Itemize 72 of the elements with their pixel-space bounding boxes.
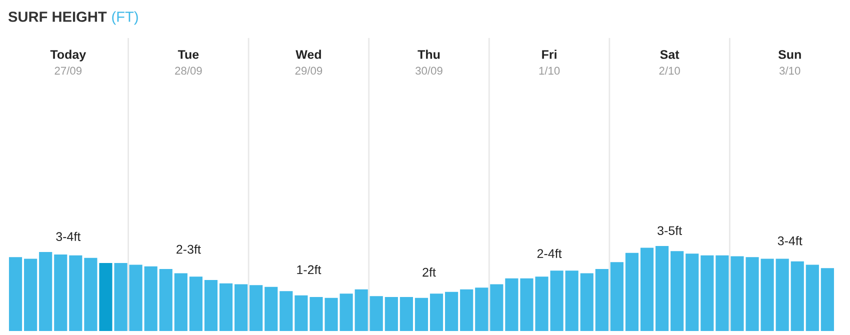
text: Sat xyxy=(660,50,680,59)
bar xyxy=(414,298,428,331)
bar xyxy=(39,252,52,331)
text: 3-5ft xyxy=(658,226,682,236)
text: Thu xyxy=(418,50,440,59)
bar xyxy=(550,270,564,331)
bar xyxy=(54,254,68,331)
text: Today xyxy=(50,50,86,62)
text: 29/09 xyxy=(295,66,322,75)
bar xyxy=(114,263,128,331)
bar xyxy=(189,276,202,331)
bar xyxy=(354,289,368,331)
bar xyxy=(99,263,112,331)
text: 1/10 xyxy=(539,66,560,75)
bar xyxy=(625,252,639,331)
bar xyxy=(250,285,263,331)
bar xyxy=(264,286,278,331)
bar xyxy=(294,295,308,331)
text: Fri xyxy=(542,50,556,59)
chart-title: SURF HEIGHT xyxy=(8,12,107,22)
bar xyxy=(565,270,578,331)
text: 2/10 xyxy=(659,66,680,75)
text: 3/10 xyxy=(779,66,800,75)
bar xyxy=(716,255,729,331)
annotation: 2-3ft xyxy=(176,244,201,254)
bar xyxy=(790,261,804,331)
bar xyxy=(760,258,774,331)
text: Tue xyxy=(178,50,199,59)
text: 28/09 xyxy=(175,66,202,75)
bar xyxy=(24,258,38,331)
text: Wed xyxy=(296,50,321,59)
bar xyxy=(280,291,293,331)
bar xyxy=(475,288,488,331)
bar xyxy=(656,246,669,331)
bar xyxy=(204,280,218,331)
bar xyxy=(610,262,624,331)
bar xyxy=(159,268,172,331)
bar xyxy=(700,255,714,331)
bar xyxy=(640,248,654,331)
bar xyxy=(129,264,142,331)
annotation: 2ft xyxy=(422,268,436,277)
bar xyxy=(430,294,444,331)
text: Sun xyxy=(778,50,801,59)
bar xyxy=(84,258,98,331)
annotation: 1-2ft xyxy=(297,264,322,274)
bar xyxy=(820,268,834,331)
bar xyxy=(595,268,608,331)
bar xyxy=(384,297,398,331)
bar xyxy=(219,283,233,331)
bar xyxy=(686,254,699,331)
bar xyxy=(340,294,353,331)
bar xyxy=(580,273,594,331)
bar xyxy=(400,297,413,331)
bar xyxy=(505,278,518,331)
bar xyxy=(806,264,819,331)
bar xyxy=(8,257,22,331)
chart-subtitle: (FT) xyxy=(112,11,138,25)
bar xyxy=(234,284,248,331)
bar xyxy=(490,284,504,331)
bar xyxy=(174,273,188,331)
text: 3-4ft xyxy=(56,232,81,242)
text: 30/09 xyxy=(416,66,442,75)
bar xyxy=(370,296,383,331)
text: 3-4ft xyxy=(778,236,802,246)
annotation: 2-4ft xyxy=(537,248,562,258)
bar xyxy=(776,258,789,331)
text: 27/09 xyxy=(54,66,82,75)
bar xyxy=(445,292,458,331)
bar xyxy=(670,251,684,331)
bar xyxy=(144,266,158,331)
bar xyxy=(460,289,474,331)
bar xyxy=(69,255,82,331)
